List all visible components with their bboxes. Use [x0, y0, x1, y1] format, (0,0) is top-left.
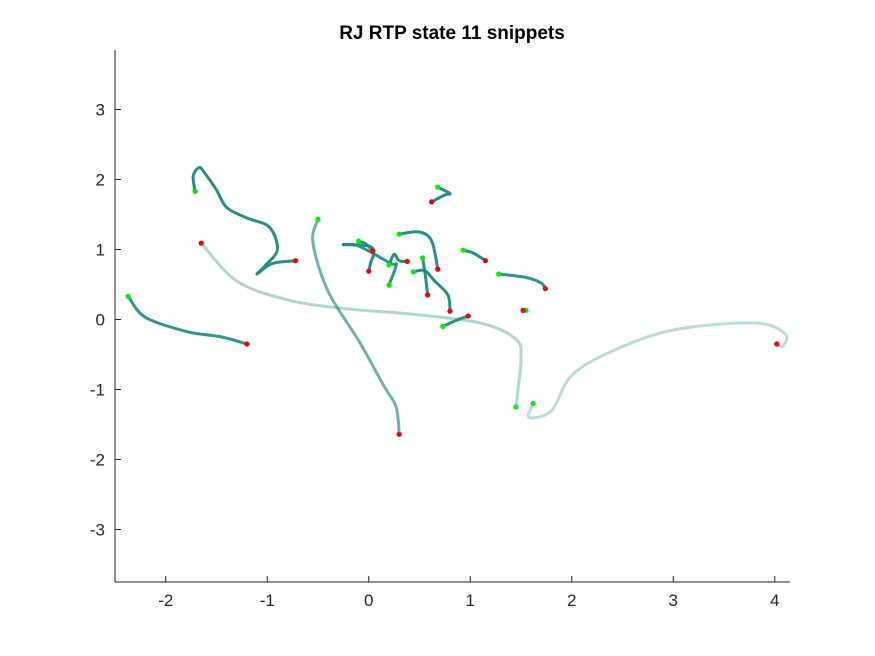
trajectory-line-2 — [199, 241, 523, 409]
end-marker-4 — [396, 431, 402, 437]
start-marker-15 — [513, 404, 519, 410]
x-tick-label: 0 — [364, 591, 373, 610]
end-marker-7 — [404, 258, 410, 264]
trajectory-line-8 — [397, 230, 440, 271]
start-marker-7 — [386, 282, 392, 288]
end-marker-5 — [366, 268, 372, 274]
marker-layer — [125, 184, 780, 437]
y-tick-label: -2 — [90, 451, 105, 470]
end-marker-14 — [542, 286, 548, 292]
trajectory-line-4 — [126, 294, 249, 346]
trajectory-line-3 — [526, 321, 789, 420]
end-marker-9 — [425, 292, 431, 298]
start-marker-2 — [125, 293, 131, 299]
end-marker-12 — [465, 313, 471, 319]
series-layer — [126, 166, 789, 436]
end-marker-16 — [774, 341, 780, 347]
end-marker-2 — [293, 258, 299, 264]
trajectory-line-15 — [461, 248, 487, 263]
end-marker-3 — [244, 341, 250, 347]
start-marker-11 — [440, 323, 446, 330]
x-tick-label: 2 — [567, 591, 576, 610]
start-marker-5 — [396, 231, 402, 237]
y-tick-label: 0 — [96, 311, 105, 330]
end-marker-15 — [520, 307, 526, 313]
trajectory-line-12 — [421, 256, 430, 297]
start-marker-6 — [386, 262, 392, 268]
trajectory-line-14 — [441, 314, 470, 328]
y-tick-label: -1 — [90, 381, 105, 400]
y-tick-label: -3 — [90, 521, 105, 540]
start-marker-1 — [192, 188, 198, 194]
trajectory-line-1 — [191, 166, 298, 276]
x-tick-label: 1 — [466, 591, 475, 610]
end-marker-13 — [482, 258, 489, 264]
end-marker-10 — [447, 308, 453, 314]
start-marker-12 — [460, 247, 466, 253]
x-tick-label: -2 — [158, 591, 173, 610]
start-marker-4 — [356, 238, 362, 244]
start-marker-10 — [435, 184, 441, 190]
start-marker-8 — [410, 269, 417, 275]
axes — [114, 50, 790, 583]
end-marker-1 — [198, 240, 204, 246]
tick-labels: -2 -1 0 1 2 3 4 -3 -2 -1 0 1 2 3 — [90, 101, 780, 611]
start-marker-16 — [530, 400, 536, 407]
start-marker-3 — [315, 216, 321, 222]
trajectory-line-11 — [411, 268, 452, 313]
chart-title: RJ RTP state 11 snippets — [339, 23, 565, 44]
end-marker-8 — [435, 266, 441, 272]
trajectory-line-13 — [430, 185, 452, 204]
x-tick-label: -1 — [260, 591, 275, 610]
trajectory-line-5 — [311, 217, 401, 436]
y-tick-label: 3 — [96, 101, 105, 120]
start-marker-13 — [496, 271, 502, 277]
end-marker-6 — [370, 248, 376, 254]
end-marker-11 — [429, 199, 435, 205]
x-tick-label: 4 — [770, 591, 779, 610]
start-marker-9 — [419, 255, 426, 261]
trajectory-line-9 — [387, 252, 409, 267]
y-tick-label: 2 — [96, 171, 105, 190]
x-tick-label: 3 — [669, 591, 678, 610]
y-tick-label: 1 — [96, 241, 105, 260]
trajectory-line-16 — [497, 272, 547, 291]
